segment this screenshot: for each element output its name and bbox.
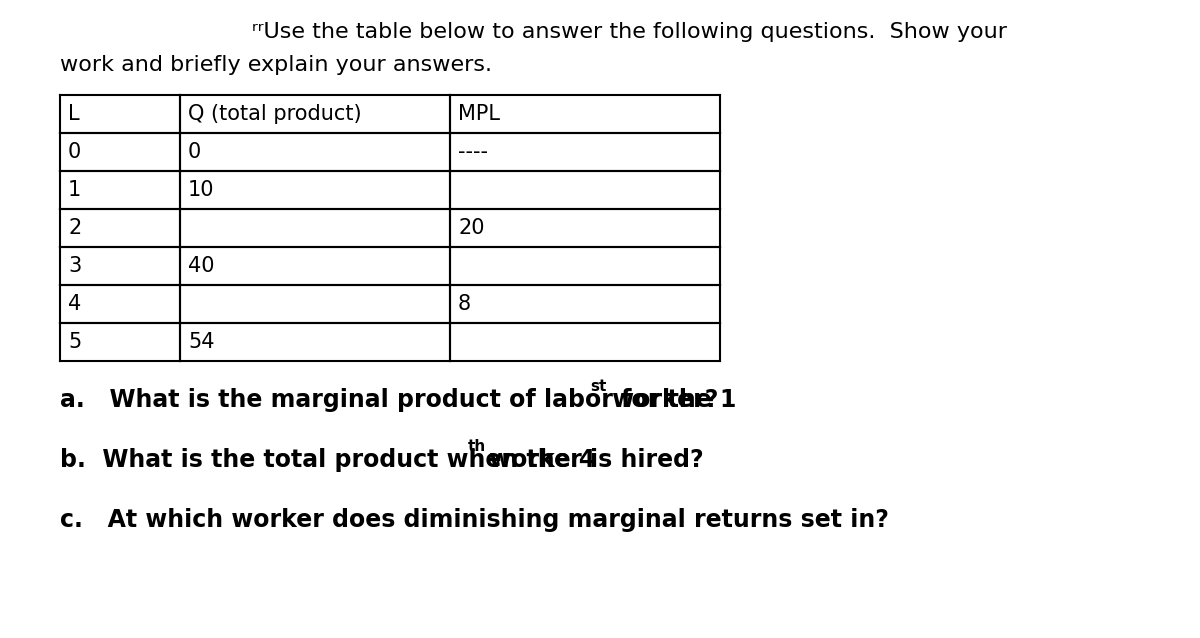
Text: 40: 40	[188, 256, 215, 276]
Text: a.   What is the marginal product of labor for the 1: a. What is the marginal product of labor…	[60, 388, 737, 412]
Text: 0: 0	[188, 142, 202, 162]
Text: 10: 10	[188, 180, 215, 200]
Text: ----: ----	[458, 142, 488, 162]
Text: th: th	[468, 439, 486, 454]
Text: worker is hired?: worker is hired?	[481, 448, 704, 472]
Text: 1: 1	[68, 180, 82, 200]
Text: 4: 4	[68, 294, 82, 314]
Text: 5: 5	[68, 332, 82, 352]
Text: st: st	[590, 379, 607, 394]
Text: 54: 54	[188, 332, 215, 352]
Text: Q (total product): Q (total product)	[188, 104, 361, 124]
Text: work and briefly explain your answers.: work and briefly explain your answers.	[60, 55, 492, 75]
Text: 0: 0	[68, 142, 82, 162]
Text: 20: 20	[458, 218, 485, 238]
Text: b.  What is the total product when the 4: b. What is the total product when the 4	[60, 448, 595, 472]
Text: MPL: MPL	[458, 104, 500, 124]
Text: ʳʳUse the table below to answer the following questions.  Show your: ʳʳUse the table below to answer the foll…	[252, 22, 1008, 42]
Text: 3: 3	[68, 256, 82, 276]
Text: 8: 8	[458, 294, 472, 314]
Text: 2: 2	[68, 218, 82, 238]
Text: c.   At which worker does diminishing marginal returns set in?: c. At which worker does diminishing marg…	[60, 508, 889, 532]
Text: L: L	[68, 104, 79, 124]
Text: worker?: worker?	[604, 388, 718, 412]
